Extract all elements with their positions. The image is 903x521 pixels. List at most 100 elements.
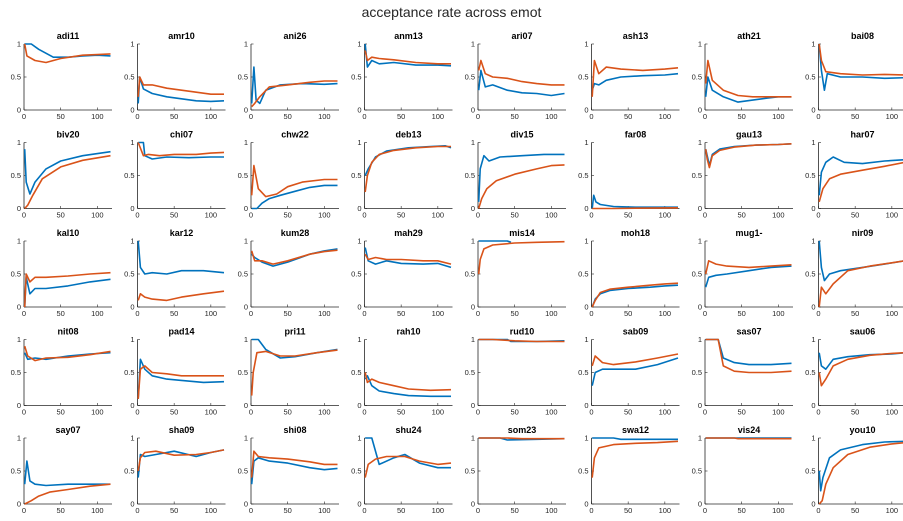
x-tick-label: 100 [205, 408, 218, 417]
series-line-orange [364, 372, 452, 392]
series-line-blue [250, 457, 338, 485]
x-tick-label: 50 [851, 211, 859, 220]
x-tick-label: 100 [886, 112, 899, 121]
x-tick-label: 100 [545, 309, 558, 318]
panel-title: ash13 [623, 31, 649, 41]
y-tick-label: 1 [471, 434, 475, 443]
y-tick-label: 0 [17, 303, 21, 312]
x-tick-label: 0 [249, 309, 253, 318]
panel-kal10: kal10 0 0.5 1 0 50 100 [11, 228, 112, 318]
y-tick-label: 0.5 [238, 467, 248, 476]
x-tick-label: 50 [397, 112, 405, 121]
panel-title: moh18 [621, 228, 650, 238]
y-tick-label: 0.5 [805, 171, 815, 180]
panel-ani26: ani26 0 0.5 1 0 50 100 [238, 31, 339, 121]
x-tick-label: 50 [510, 211, 518, 220]
x-tick-label: 100 [886, 408, 899, 417]
y-tick-label: 0 [244, 204, 248, 213]
y-tick-label: 1 [130, 138, 134, 147]
x-tick-label: 100 [659, 506, 672, 515]
y-tick-label: 0.5 [465, 171, 475, 180]
x-tick-label: 0 [816, 211, 820, 220]
x-tick-label: 100 [886, 506, 899, 515]
y-tick-label: 0 [698, 106, 702, 115]
x-tick-label: 50 [56, 112, 64, 121]
panel-mah29: mah29 0 0.5 1 0 50 100 [351, 228, 453, 318]
x-tick-label: 0 [135, 408, 139, 417]
x-tick-label: 100 [545, 408, 558, 417]
y-tick-label: 1 [357, 138, 361, 147]
panel-title: ari07 [511, 31, 532, 41]
y-tick-label: 0 [698, 401, 702, 410]
y-tick-label: 1 [471, 138, 475, 147]
series-line-orange [818, 43, 903, 76]
x-tick-label: 50 [737, 112, 745, 121]
y-tick-label: 0.5 [351, 467, 361, 476]
x-tick-label: 0 [816, 506, 820, 515]
series-line-blue [477, 153, 565, 202]
x-tick-label: 50 [624, 408, 632, 417]
y-tick-label: 1 [471, 40, 475, 49]
panel-sha09: sha09 0 0.5 1 0 50 100 [124, 425, 226, 515]
panel-title: ath21 [737, 31, 761, 41]
series-line-orange [364, 50, 451, 65]
x-tick-label: 50 [283, 112, 291, 121]
panel-swa12: swa12 0 0.5 1 0 50 100 [578, 425, 680, 515]
panel-ari07: ari07 0 0.5 1 0 50 100 [465, 31, 566, 121]
panel-shu24: shu24 0 0.5 1 0 50 100 [351, 425, 453, 515]
panel-som23: som23 0 0.5 1 0 50 100 [465, 425, 566, 515]
y-tick-label: 0 [130, 401, 134, 410]
x-tick-label: 100 [772, 309, 785, 318]
series-line-blue [591, 357, 679, 386]
x-tick-label: 100 [432, 408, 445, 417]
x-tick-label: 0 [589, 211, 593, 220]
y-tick-label: 0.5 [805, 270, 815, 279]
x-tick-label: 100 [432, 309, 445, 318]
series-line-orange [23, 345, 111, 362]
x-tick-label: 50 [510, 506, 518, 515]
y-tick-label: 0 [584, 500, 588, 509]
x-tick-label: 50 [397, 408, 405, 417]
panel-title: anm13 [394, 31, 423, 41]
y-tick-label: 0 [357, 106, 361, 115]
y-tick-label: 1 [357, 40, 361, 49]
panel-title: gau13 [736, 130, 762, 140]
x-tick-label: 100 [205, 112, 218, 121]
y-tick-label: 0.5 [238, 368, 248, 377]
panel-chw22: chw22 0 0.5 1 0 50 100 [238, 130, 339, 220]
series-line-orange [818, 161, 903, 203]
series-line-blue [478, 240, 512, 244]
panel-title: vis24 [738, 425, 761, 435]
series-line-blue [591, 194, 678, 209]
x-tick-label: 100 [886, 211, 899, 220]
panel-title: shu24 [395, 425, 421, 435]
panel-title: ani26 [283, 31, 306, 41]
y-tick-label: 0 [584, 204, 588, 213]
x-tick-label: 50 [170, 309, 178, 318]
series-line-blue [251, 184, 338, 210]
x-tick-label: 0 [22, 211, 26, 220]
x-tick-label: 0 [703, 309, 707, 318]
y-tick-label: 0.5 [124, 171, 134, 180]
x-tick-label: 100 [91, 211, 104, 220]
x-tick-label: 0 [589, 112, 593, 121]
series-line-blue [818, 43, 903, 91]
y-tick-label: 1 [357, 335, 361, 344]
panel-title: deb13 [395, 130, 421, 140]
panel-title: bai08 [851, 31, 874, 41]
series-line-orange [704, 260, 792, 275]
y-tick-label: 0 [357, 401, 361, 410]
x-tick-label: 0 [476, 211, 480, 220]
y-tick-label: 0 [357, 303, 361, 312]
panel-sau06: sau06 0 0.5 1 0 50 100 [805, 327, 903, 417]
panel-title: kum28 [281, 228, 310, 238]
panel-title: mug1- [736, 228, 763, 238]
series-line-orange [591, 440, 679, 478]
series-line-orange [705, 338, 792, 374]
y-tick-label: 1 [130, 434, 134, 443]
series-line-orange [137, 142, 225, 157]
x-tick-label: 50 [283, 506, 291, 515]
x-tick-label: 50 [283, 408, 291, 417]
y-tick-label: 1 [17, 335, 21, 344]
panel-rud10: rud10 0 0.5 1 0 50 100 [465, 327, 566, 417]
